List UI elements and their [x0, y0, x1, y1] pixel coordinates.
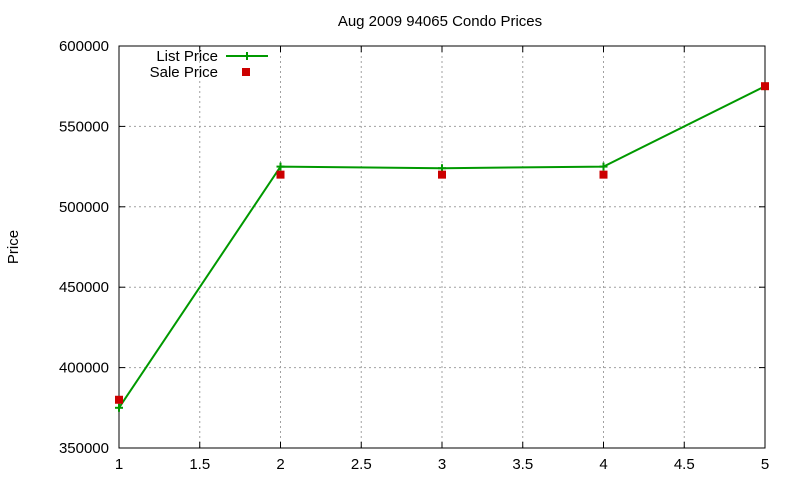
x-tick-label: 1.5	[189, 456, 210, 473]
sale-price-point	[438, 170, 446, 179]
y-axis-label: Price	[5, 230, 22, 264]
series-group	[115, 82, 769, 412]
plot-frame	[118, 45, 766, 449]
y-tick-label: 350000	[59, 440, 109, 457]
y-tick-label: 550000	[59, 118, 109, 135]
tick-labels: 1 1.5 2 2.5 3 3.5 4 4.5 5 350000 400000 450000 50000…	[59, 38, 769, 473]
x-tick-label: 3	[438, 456, 446, 473]
x-tick-label: 4	[599, 456, 607, 473]
x-tick-label: 1	[115, 456, 123, 473]
sale-price-point	[276, 170, 285, 179]
legend-label: Sale Price	[150, 64, 218, 81]
y-tick-label: 500000	[59, 199, 109, 216]
y-tick-label: 450000	[59, 279, 109, 296]
list-price-point	[276, 162, 285, 171]
legend-label: List Price	[156, 48, 218, 65]
x-tick-label: 5	[761, 456, 769, 473]
chart-title: Aug 2009 94065 Condo Prices	[338, 13, 542, 30]
x-tick-label: 3.5	[512, 456, 533, 473]
list-price-point	[115, 403, 123, 412]
grid	[119, 46, 765, 448]
sale-price-point	[115, 395, 123, 404]
y-tick-label: 600000	[59, 38, 109, 55]
y-tick-label: 400000	[59, 360, 109, 377]
x-tick-label: 2.5	[351, 456, 372, 473]
legend-swatch-square	[242, 68, 250, 76]
x-tick-label: 4.5	[674, 456, 695, 473]
axes	[118, 45, 766, 449]
x-tick-label: 2	[276, 456, 284, 473]
sale-price-point	[599, 170, 608, 179]
list-price-point	[599, 162, 608, 171]
sale-price-point	[761, 82, 769, 91]
